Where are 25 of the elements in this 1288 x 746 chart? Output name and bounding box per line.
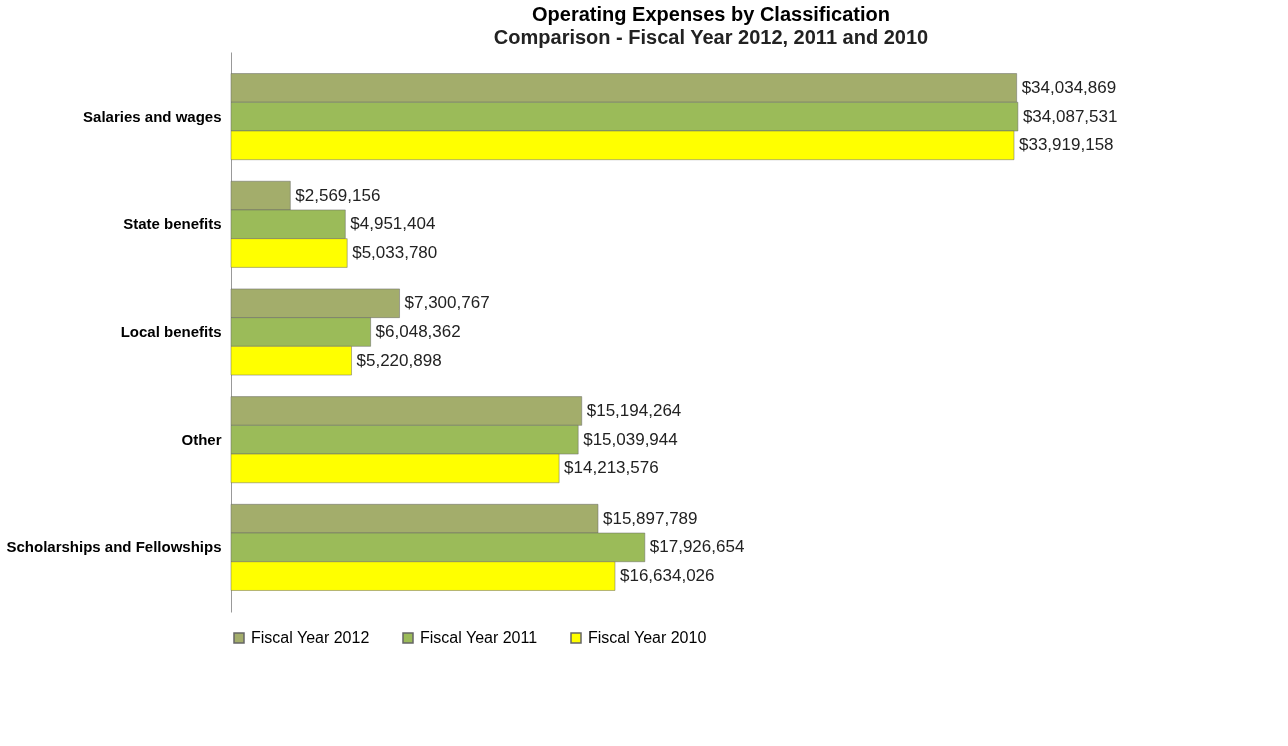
y-tick-label: Other [181, 430, 222, 448]
y-tick-label: Salaries and wages [83, 107, 222, 125]
legend-label: Fiscal Year 2011 [420, 629, 538, 646]
data-label: $2,569,156 [295, 185, 381, 205]
chart-subtitle: Comparison - Fiscal Year 2012, 2011 and 2010 [493, 26, 929, 48]
y-tick-label: State benefits [123, 215, 222, 233]
data-label: $5,220,898 [356, 350, 442, 370]
y-tick-label: Scholarships and Fellowships [6, 538, 222, 556]
legend-label: Fiscal Year 2012 [251, 629, 370, 646]
data-label: $34,034,869 [1021, 77, 1117, 97]
data-label: $15,039,944 [583, 429, 678, 449]
data-label: $16,634,026 [619, 566, 715, 586]
legend-label: Fiscal Year 2010 [588, 629, 707, 646]
chart-title: Operating Expenses by Classification [532, 3, 890, 25]
data-label: $6,048,362 [375, 322, 461, 341]
data-label: $15,897,789 [602, 508, 698, 528]
data-label: $4,951,404 [350, 214, 436, 234]
data-label: $15,194,264 [586, 400, 682, 420]
data-label: $34,087,531 [1022, 106, 1118, 126]
y-tick-label: Local benefits [120, 323, 222, 340]
data-label: $33,919,158 [1019, 135, 1114, 155]
data-label: $17,926,654 [649, 537, 745, 557]
data-label: $5,033,780 [352, 243, 438, 263]
data-label: $7,300,767 [404, 293, 490, 313]
data-label: $14,213,576 [564, 458, 659, 478]
